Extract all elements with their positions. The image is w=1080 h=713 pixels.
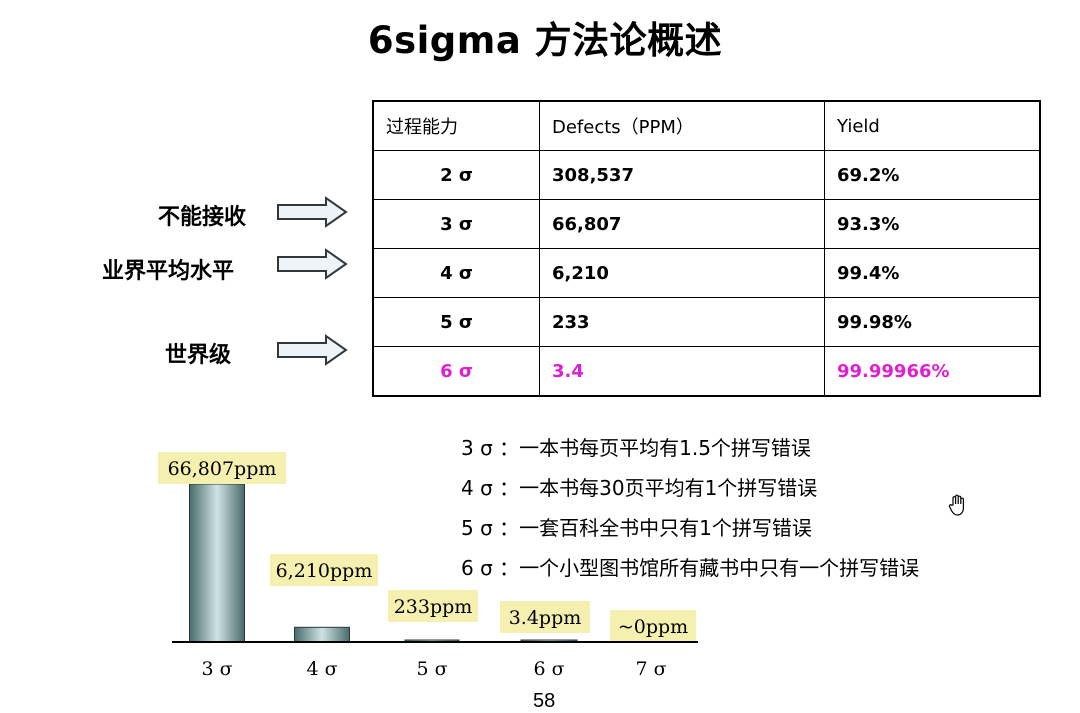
sigma-cell: 6 σ bbox=[372, 346, 540, 397]
defects-cell: 66,807 bbox=[539, 199, 825, 249]
yield-cell: 99.4% bbox=[824, 248, 1041, 298]
x-tick-label: 4 σ bbox=[306, 658, 337, 680]
data-label-background bbox=[500, 601, 590, 633]
process-capability-table: 过程能力 Defects（PPM） Yield 2 σ 308,537 69.2… bbox=[372, 100, 1041, 397]
right-arrow-icon bbox=[277, 334, 348, 366]
table-row-highlighted: 6 σ 3.4 99.99966% bbox=[372, 346, 1041, 397]
note-3sigma: 3 σ ：一本书每页平均有1.5个拼写错误 bbox=[461, 436, 811, 460]
hand-cursor-icon bbox=[948, 494, 964, 516]
table-header-row: 过程能力 Defects（PPM） Yield bbox=[372, 100, 1041, 151]
data-label: 6,210ppm bbox=[276, 560, 373, 582]
data-label: 66,807ppm bbox=[168, 458, 277, 480]
yield-cell: 99.99966% bbox=[824, 346, 1041, 397]
note-6sigma: 6 σ ：一个小型图书馆所有藏书中只有一个拼写错误 bbox=[461, 556, 920, 580]
header-defects: Defects（PPM） bbox=[539, 100, 825, 151]
data-label-background bbox=[270, 554, 378, 586]
sigma-cell: 5 σ bbox=[372, 297, 540, 347]
right-arrow-icon bbox=[277, 248, 348, 280]
sigma-cell: 2 σ bbox=[372, 150, 540, 200]
sigma-cell: 4 σ bbox=[372, 248, 540, 298]
defects-cell: 233 bbox=[539, 297, 825, 347]
x-tick-label: 5 σ bbox=[416, 658, 447, 680]
data-label: 233ppm bbox=[394, 596, 473, 618]
table-row: 4 σ 6,210 99.4% bbox=[372, 248, 1041, 298]
table-row: 2 σ 308,537 69.2% bbox=[372, 150, 1041, 200]
slide-title: 6sigma 方法论概述 bbox=[367, 19, 723, 62]
note-5sigma: 5 σ ：一套百科全书中只有1个拼写错误 bbox=[461, 516, 812, 540]
data-label-background bbox=[158, 452, 286, 484]
label-industry-average: 业界平均水平 bbox=[102, 259, 235, 284]
table-row: 3 σ 66,807 93.3% bbox=[372, 199, 1041, 249]
page-number: 58 bbox=[533, 690, 556, 712]
x-tick-label: 7 σ bbox=[635, 658, 666, 680]
yield-cell: 69.2% bbox=[824, 150, 1041, 200]
right-arrow-icon bbox=[277, 196, 348, 228]
header-process-capability: 过程能力 bbox=[372, 100, 540, 151]
defects-cell: 3.4 bbox=[539, 346, 825, 397]
data-label: ~0ppm bbox=[618, 616, 688, 638]
bar-4sigma bbox=[294, 626, 350, 643]
yield-cell: 99.98% bbox=[824, 297, 1041, 347]
label-unacceptable: 不能接收 bbox=[158, 205, 247, 230]
x-tick-label: 3 σ bbox=[201, 658, 232, 680]
label-world-class: 世界级 bbox=[165, 343, 232, 368]
defects-cell: 6,210 bbox=[539, 248, 825, 298]
note-4sigma: 4 σ ：一本书每30页平均有1个拼写错误 bbox=[461, 476, 818, 500]
defects-bar-chart: 66,807ppm 3 σ 6,210ppm 4 σ 233ppm 5 σ 3.4ppm 6 … bbox=[158, 452, 698, 680]
yield-cell: 93.3% bbox=[824, 199, 1041, 249]
table-row: 5 σ 233 99.98% bbox=[372, 297, 1041, 347]
bar-3sigma bbox=[189, 483, 245, 643]
data-label: 3.4ppm bbox=[509, 607, 582, 629]
sigma-cell: 3 σ bbox=[372, 199, 540, 249]
defects-cell: 308,537 bbox=[539, 150, 825, 200]
data-label-background bbox=[610, 610, 696, 642]
header-yield: Yield bbox=[824, 100, 1041, 151]
data-label-background bbox=[388, 590, 478, 622]
x-tick-label: 6 σ bbox=[533, 658, 564, 680]
